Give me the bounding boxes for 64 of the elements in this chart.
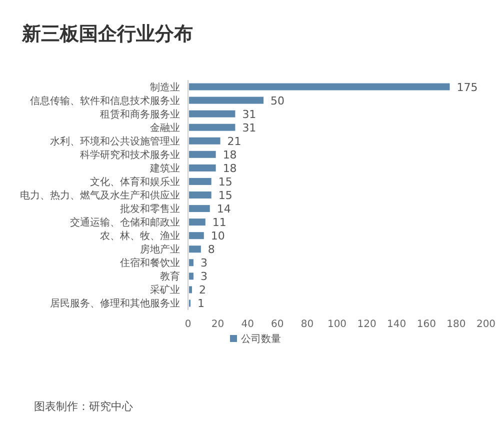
data-label: 14	[216, 202, 231, 216]
data-label: 31	[242, 108, 256, 121]
legend-label: 公司数量	[241, 333, 281, 345]
y-tick-label: 建筑业	[149, 162, 180, 174]
bar	[189, 246, 201, 253]
y-tick-label: 交通运输、仓储和邮政业	[70, 216, 180, 229]
data-label: 21	[227, 134, 242, 148]
bar	[189, 192, 212, 198]
x-tick-label: 160	[416, 319, 436, 330]
y-tick-label: 租赁和商务服务业	[100, 108, 180, 120]
y-tick-label: 批发和零售业	[120, 203, 180, 216]
bar	[189, 96, 264, 104]
data-label: 10	[210, 230, 225, 243]
y-tick-label: 电力、热力、燃气及水生产和供应业	[20, 190, 180, 202]
bar	[189, 83, 450, 90]
y-tick-label: 水利、环境和公共设施管理业	[50, 135, 180, 148]
bar	[189, 164, 216, 172]
bar	[189, 232, 204, 240]
bar	[189, 272, 194, 280]
data-label: 15	[218, 189, 232, 202]
y-tick-label: 居民服务、修理和其他服务业	[50, 298, 180, 310]
text: 图表制作：研究中心	[34, 400, 133, 413]
x-tick-label: 120	[357, 319, 376, 330]
x-tick-label: 40	[241, 319, 254, 330]
data-label: 175	[456, 80, 478, 94]
data-label: 31	[242, 121, 256, 134]
bar	[189, 218, 206, 226]
bar	[189, 259, 194, 266]
data-label: 18	[222, 148, 237, 162]
y-tick-label: 制造业	[150, 81, 180, 94]
y-tick-label: 文化、体育和娱乐业	[90, 176, 180, 188]
x-tick-label: 140	[387, 319, 406, 330]
x-tick-label: 60	[271, 319, 284, 330]
bar	[189, 150, 216, 158]
x-tick-label: 180	[446, 319, 466, 330]
bar	[189, 205, 210, 212]
y-tick-label: 房地产业	[140, 244, 180, 256]
y-tick-label: 住宿和餐饮业	[120, 257, 180, 270]
chart-title: 新三板国企行业分布	[21, 23, 193, 45]
bar	[189, 124, 236, 131]
data-label: 3	[200, 256, 208, 270]
data-label: 3	[200, 270, 208, 284]
data-label: 8	[208, 243, 215, 256]
data-label: 11	[212, 216, 226, 230]
data-label: 1	[197, 297, 204, 310]
y-tick-label: 科学研究和技术服务业	[80, 148, 180, 161]
data-label: 50	[270, 94, 284, 108]
data-label: 15	[218, 175, 232, 188]
x-tick-label: 80	[300, 319, 314, 330]
y-tick-label: 信息传输、软件和信息技术服务业	[30, 94, 180, 107]
y-tick-label: 农、林、牧、渔业	[100, 230, 180, 242]
bar	[189, 178, 212, 185]
bar	[189, 137, 220, 144]
x-tick-label: 0	[184, 319, 192, 330]
x-tick-label: 20	[211, 319, 224, 330]
data-label: 2	[198, 284, 206, 297]
x-tick-label: 100	[327, 319, 347, 330]
data-label: 18	[222, 162, 237, 175]
y-tick-label: 采矿业	[150, 284, 180, 296]
y-tick-label: 教育	[160, 270, 180, 283]
y-tick-label: 金融业	[150, 122, 180, 134]
x-tick-label: 200	[476, 319, 496, 330]
bar	[189, 286, 192, 294]
bar	[189, 110, 236, 118]
